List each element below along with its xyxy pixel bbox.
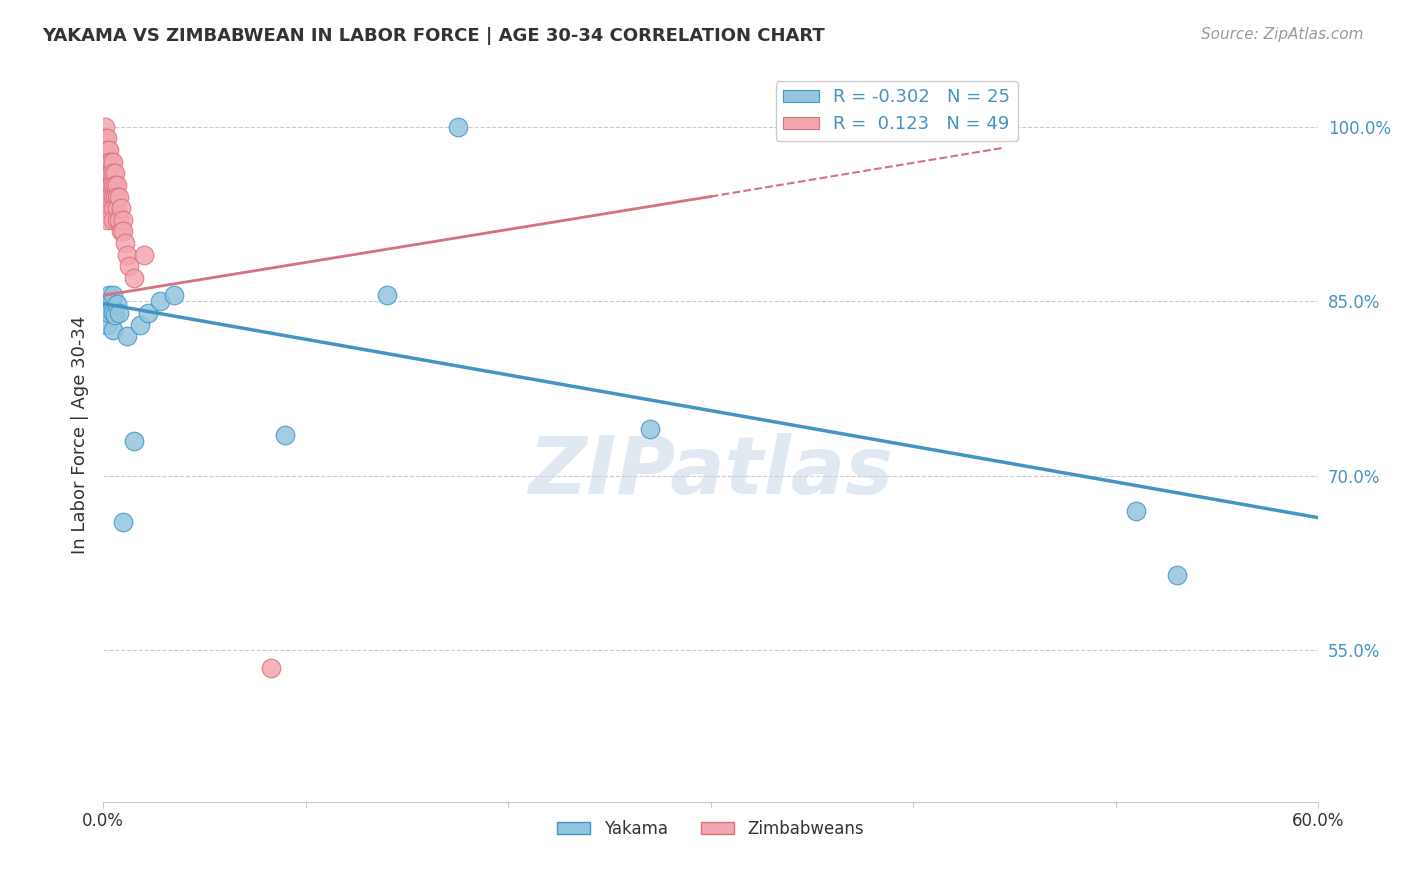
- Point: [98, 166, 121, 180]
- Point: [100, 178, 122, 192]
- Point: [96, 131, 118, 145]
- Point: [149, 294, 172, 309]
- Point: [108, 306, 131, 320]
- Point: [96, 154, 118, 169]
- Point: [112, 224, 135, 238]
- Point: [98, 178, 121, 192]
- Point: [96, 212, 118, 227]
- Point: [103, 323, 125, 337]
- Point: [103, 154, 125, 169]
- Point: [274, 428, 297, 442]
- Point: [100, 294, 122, 309]
- Point: [103, 288, 125, 302]
- Point: [98, 189, 121, 203]
- Point: [94, 120, 117, 134]
- Point: [112, 212, 135, 227]
- Point: [108, 189, 131, 203]
- Point: [94, 143, 117, 157]
- Point: [112, 516, 135, 530]
- Y-axis label: In Labor Force | Age 30-34: In Labor Force | Age 30-34: [72, 316, 89, 554]
- Point: [1166, 567, 1188, 582]
- Point: [96, 300, 118, 314]
- Point: [128, 318, 150, 332]
- Point: [96, 189, 118, 203]
- Point: [104, 178, 127, 192]
- Point: [96, 143, 118, 157]
- Point: [136, 306, 159, 320]
- Point: [105, 178, 128, 192]
- Point: [132, 248, 155, 262]
- Point: [96, 318, 118, 332]
- Point: [117, 329, 139, 343]
- Point: [163, 288, 186, 302]
- Point: [105, 201, 128, 215]
- Legend: Yakama, Zimbabweans: Yakama, Zimbabweans: [550, 814, 870, 845]
- Point: [104, 189, 127, 203]
- Point: [103, 166, 125, 180]
- Point: [98, 154, 121, 169]
- Point: [114, 235, 136, 250]
- Point: [94, 178, 117, 192]
- Point: [98, 288, 121, 302]
- Point: [100, 154, 122, 169]
- Point: [118, 260, 141, 274]
- Point: [105, 212, 128, 227]
- Point: [375, 288, 398, 302]
- Point: [103, 306, 125, 320]
- Point: [96, 178, 118, 192]
- Point: [638, 422, 661, 436]
- Point: [94, 131, 117, 145]
- Point: [103, 201, 125, 215]
- Point: [94, 166, 117, 180]
- Point: [94, 189, 117, 203]
- Point: [104, 166, 127, 180]
- Point: [260, 661, 283, 675]
- Point: [105, 296, 128, 310]
- Point: [122, 271, 145, 285]
- Point: [942, 120, 965, 134]
- Point: [110, 224, 132, 238]
- Point: [103, 189, 125, 203]
- Point: [108, 212, 131, 227]
- Point: [96, 166, 118, 180]
- Text: Source: ZipAtlas.com: Source: ZipAtlas.com: [1201, 27, 1364, 42]
- Point: [446, 120, 468, 134]
- Point: [103, 178, 125, 192]
- Point: [110, 201, 132, 215]
- Point: [98, 306, 121, 320]
- Text: YAKAMA VS ZIMBABWEAN IN LABOR FORCE | AGE 30-34 CORRELATION CHART: YAKAMA VS ZIMBABWEAN IN LABOR FORCE | AG…: [42, 27, 825, 45]
- Point: [98, 143, 121, 157]
- Point: [1125, 504, 1147, 518]
- Point: [104, 308, 127, 322]
- Point: [103, 212, 125, 227]
- Point: [122, 434, 145, 448]
- Point: [105, 189, 128, 203]
- Point: [100, 166, 122, 180]
- Point: [117, 248, 139, 262]
- Point: [94, 154, 117, 169]
- Text: ZIPatlas: ZIPatlas: [529, 433, 893, 511]
- Point: [94, 201, 117, 215]
- Point: [96, 201, 118, 215]
